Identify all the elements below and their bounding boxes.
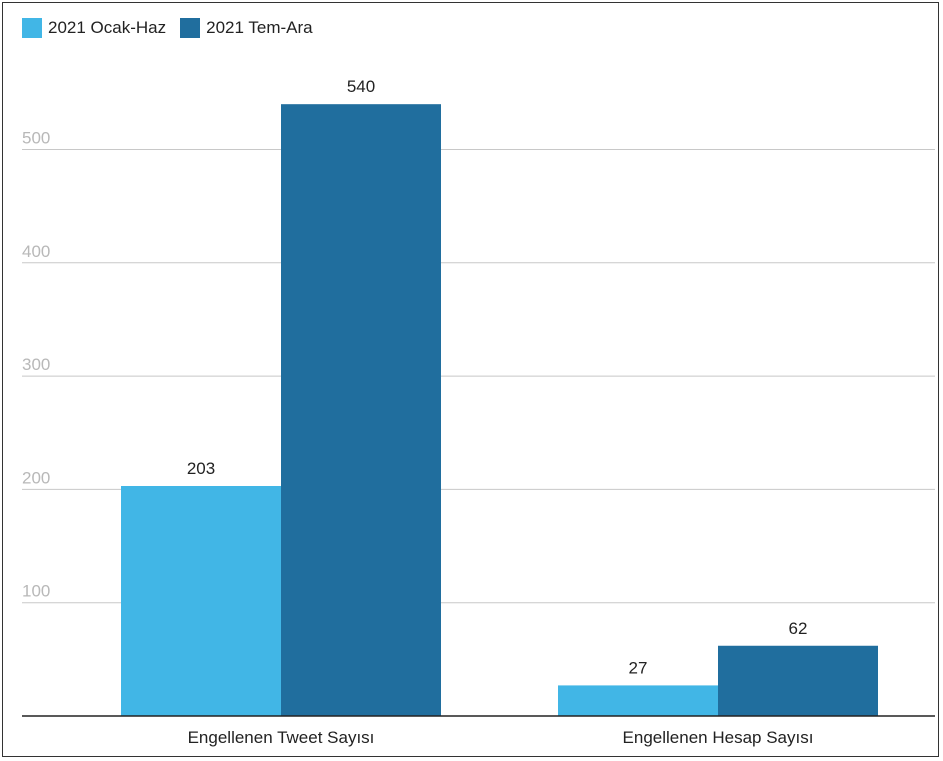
y-tick-label-200: 200: [22, 468, 50, 487]
legend-swatch-series-2: [180, 18, 201, 38]
bar-1-series-2: [281, 104, 441, 717]
bar-2-series-1: [558, 685, 718, 716]
y-tick-label-300: 300: [22, 355, 50, 374]
y-tick-label-400: 400: [22, 242, 50, 261]
data-label-1-series-1: 203: [187, 459, 215, 478]
legend-item-series-1: 2021 Ocak-Haz: [22, 18, 166, 38]
y-tick-label-500: 500: [22, 129, 50, 148]
x-tick-label-2: Engellenen Hesap Sayısı: [623, 728, 814, 747]
legend-item-series-2: 2021 Tem-Ara: [180, 18, 313, 38]
legend-label-series-2: 2021 Tem-Ara: [206, 18, 313, 37]
bar-2-series-2: [718, 645, 878, 716]
y-tick-label-100: 100: [22, 582, 50, 601]
data-label-2-series-1: 27: [629, 658, 648, 677]
bar-1-series-1: [121, 486, 281, 716]
data-label-1-series-2: 540: [347, 77, 375, 96]
data-label-2-series-2: 62: [789, 619, 808, 638]
legend-swatch-series-1: [22, 18, 42, 38]
legend: 2021 Ocak-Haz 2021 Tem-Ara: [22, 18, 313, 38]
legend-label-series-1: 2021 Ocak-Haz: [48, 18, 167, 37]
x-tick-label-1: Engellenen Tweet Sayısı: [188, 728, 375, 747]
